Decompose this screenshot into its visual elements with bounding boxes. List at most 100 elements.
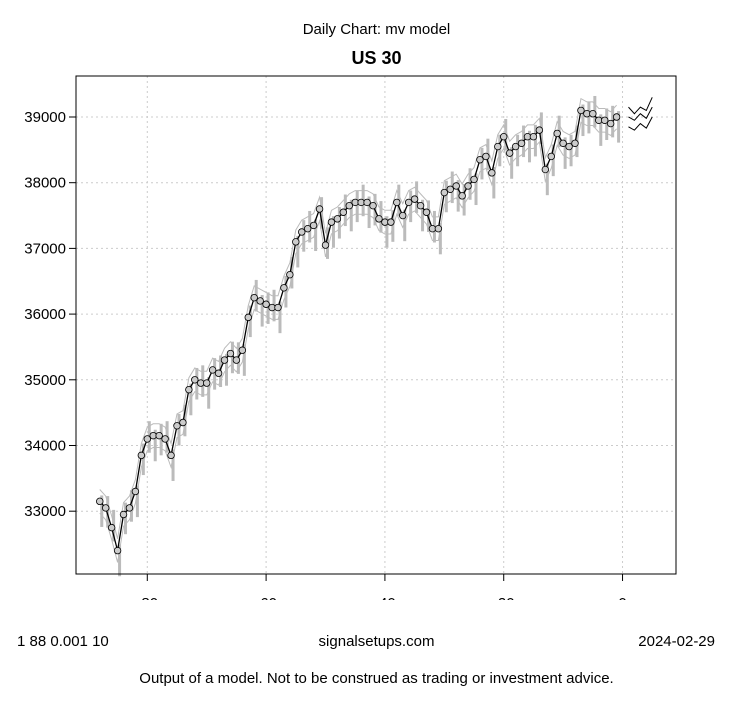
plot-frame <box>75 75 677 575</box>
data-point <box>155 431 163 440</box>
data-point <box>125 504 134 512</box>
data-point <box>137 451 146 460</box>
forecast-mid <box>628 106 653 121</box>
close-line <box>99 109 618 551</box>
data-point <box>167 451 175 460</box>
data-point <box>446 185 454 193</box>
data-point <box>131 487 140 496</box>
data-point <box>345 201 353 210</box>
data-point <box>96 497 104 506</box>
data-point <box>179 418 187 427</box>
data-point <box>119 510 128 519</box>
data-point <box>327 218 336 226</box>
data-point <box>547 152 555 161</box>
data-point <box>500 133 508 141</box>
data-point <box>315 205 324 213</box>
upper-band <box>99 97 617 539</box>
data-point <box>161 435 169 443</box>
chart-subtitle: Daily Chart: mv model <box>302 21 451 38</box>
forecast-lower <box>628 116 653 131</box>
data-point <box>250 293 258 302</box>
y-tick-label: 37000 <box>24 240 66 257</box>
y-tick-label: 38000 <box>24 175 66 192</box>
data-point <box>535 126 544 134</box>
data-point <box>244 313 252 322</box>
y-tick-label: 35000 <box>24 372 66 389</box>
data-point <box>173 422 181 430</box>
data-point <box>553 129 561 138</box>
x-tick-label: 0 <box>618 595 626 600</box>
data-point <box>476 156 484 164</box>
data-point <box>541 165 550 174</box>
data-point <box>363 198 371 207</box>
data-point <box>434 224 443 233</box>
data-point <box>238 346 247 354</box>
chart-date: 2024-02-29 <box>638 633 715 650</box>
data-point <box>202 379 211 387</box>
data-point <box>505 149 514 157</box>
data-point <box>232 356 241 364</box>
model-params: 1 88 0.001 10 <box>17 633 109 650</box>
y-tick-label: 36000 <box>24 306 66 323</box>
data-point <box>559 139 567 147</box>
data-point <box>375 215 383 223</box>
y-tick-label: 39000 <box>24 109 66 126</box>
data-point <box>185 385 193 394</box>
source-site: signalsetups.com <box>318 633 435 650</box>
data-point <box>369 201 377 210</box>
data-point <box>280 284 288 292</box>
data-point <box>606 119 615 128</box>
data-point <box>102 504 110 512</box>
data-point <box>262 300 270 308</box>
data-point <box>494 142 502 151</box>
data-point <box>292 238 300 246</box>
data-point <box>410 195 419 203</box>
data-point <box>321 241 330 249</box>
data-point <box>208 366 217 374</box>
data-point <box>577 106 585 115</box>
data-point <box>488 169 496 177</box>
data-point <box>565 142 573 151</box>
plot-area: -80 -60 -40 -20 0 33000 34000 35000 36000 37000 38… <box>24 75 677 600</box>
data-point <box>482 152 490 161</box>
data-point <box>458 192 466 200</box>
y-tick-label: 34000 <box>24 437 66 454</box>
data-point <box>529 133 538 141</box>
data-point <box>333 215 342 223</box>
chart-title: US 30 <box>351 48 402 68</box>
data-point <box>399 211 407 220</box>
data-point <box>464 182 472 190</box>
data-point <box>226 349 235 358</box>
data-point <box>339 208 348 216</box>
data-point <box>220 356 229 364</box>
data-point <box>571 139 579 147</box>
y-tick-label: 33000 <box>24 503 66 520</box>
data-point <box>601 116 609 124</box>
data-point <box>589 110 597 118</box>
data-point <box>143 435 151 443</box>
data-point <box>416 201 425 210</box>
data-point <box>452 182 460 190</box>
data-point <box>511 142 520 151</box>
x-tick-label: -40 <box>374 595 396 600</box>
lower-band <box>99 121 617 563</box>
data-point <box>286 270 294 279</box>
data-point <box>470 175 478 184</box>
data-point <box>404 198 413 207</box>
x-tick-label: -20 <box>493 595 515 600</box>
data-point <box>440 188 449 197</box>
data-point <box>191 376 199 384</box>
data-point <box>303 224 312 233</box>
data-point <box>113 546 122 555</box>
disclaimer: Output of a model. Not to be construed a… <box>139 670 614 687</box>
data-point <box>387 218 395 226</box>
data-point <box>214 369 223 377</box>
data-point <box>612 113 621 121</box>
data-point <box>422 208 431 216</box>
data-point <box>298 228 306 236</box>
forecast-upper <box>628 97 653 115</box>
x-tick-label: -60 <box>255 595 277 600</box>
data-point <box>393 198 401 207</box>
data-point <box>517 139 526 147</box>
